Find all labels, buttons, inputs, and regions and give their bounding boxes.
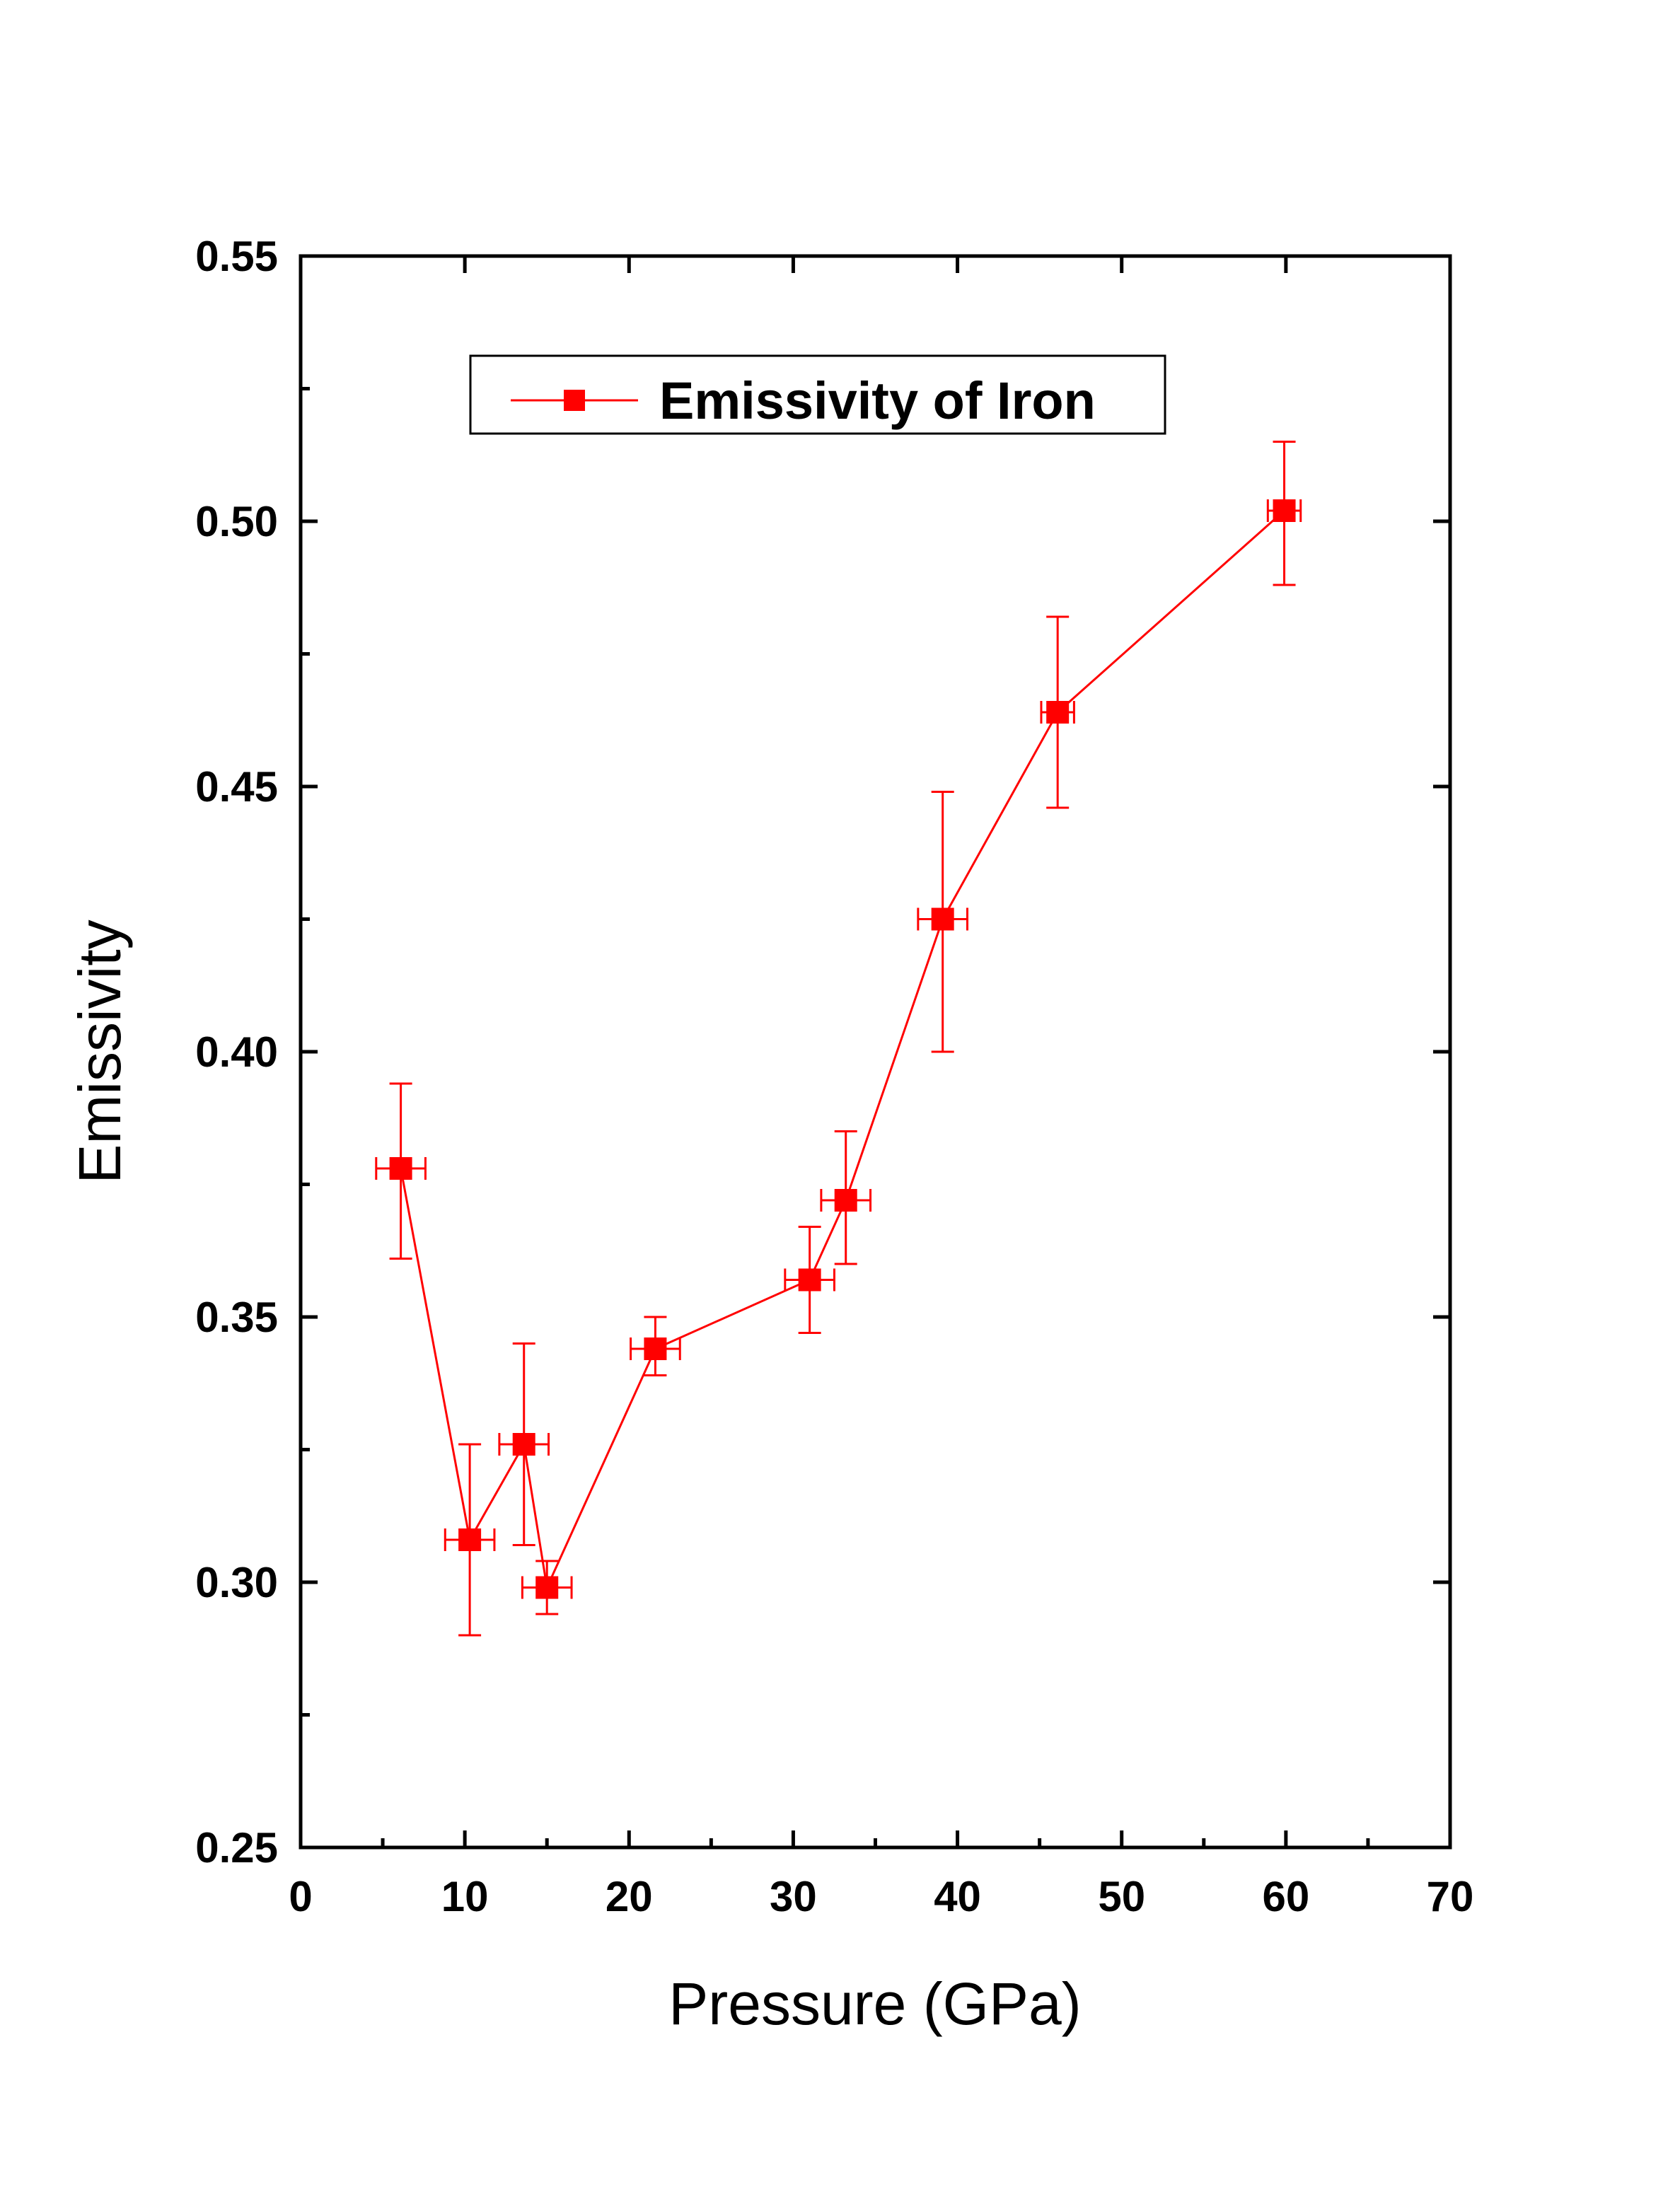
data-point-marker <box>834 1189 857 1212</box>
x-tick-label: 20 <box>606 1873 653 1920</box>
data-point-marker <box>389 1157 412 1180</box>
x-tick-label: 60 <box>1262 1873 1309 1920</box>
data-point-marker <box>644 1337 667 1360</box>
data-point-marker <box>535 1576 559 1599</box>
legend-box <box>469 354 1166 435</box>
x-tick-label: 30 <box>770 1873 817 1920</box>
data-point-marker <box>1273 499 1296 522</box>
y-tick-label: 0.50 <box>195 498 278 545</box>
y-tick-label: 0.55 <box>195 233 278 280</box>
y-tick-label: 0.35 <box>195 1294 278 1341</box>
data-point-marker <box>1046 701 1070 724</box>
plot-frame <box>299 254 1452 1850</box>
data-point-marker <box>798 1268 821 1292</box>
legend-marker-square <box>564 390 585 411</box>
x-tick-label: 0 <box>289 1873 312 1920</box>
data-point-marker <box>512 1433 535 1456</box>
x-tick-label: 70 <box>1427 1873 1474 1920</box>
x-tick-label: 10 <box>441 1873 489 1920</box>
y-tick-label: 0.25 <box>195 1824 278 1871</box>
x-axis-title: Pressure (GPa) <box>668 1971 1082 2037</box>
x-tick-label: 50 <box>1098 1873 1145 1920</box>
ticks-layer: 0 10 20 30 40 50 60 70 0.25 0.30 0.35 0.40 0.45 0.50 0… <box>195 233 1473 1920</box>
y-tick-label: 0.40 <box>195 1028 278 1076</box>
y-tick-label: 0.30 <box>195 1559 278 1606</box>
series-line <box>400 509 1285 1591</box>
y-tick-label: 0.45 <box>195 763 278 811</box>
data-layer <box>375 441 1302 1637</box>
data-point-marker <box>458 1528 482 1551</box>
x-tick-label: 40 <box>934 1873 981 1920</box>
legend-label: Emissivity of Iron <box>659 371 1096 430</box>
legend: Emissivity of Iron <box>469 354 1166 435</box>
data-point-marker <box>931 907 954 931</box>
y-axis-title: Emissivity <box>66 919 133 1183</box>
